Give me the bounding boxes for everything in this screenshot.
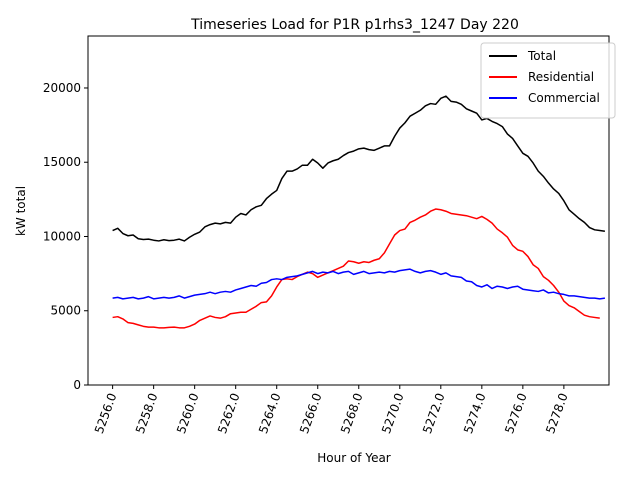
- legend-frame: [480, 42, 616, 119]
- plot-area: [87, 35, 610, 386]
- y-axis-label: kW total: [14, 186, 28, 236]
- series-layer: [112, 95, 606, 329]
- series-line-total: [112, 95, 606, 242]
- y-tick-label: 15000: [43, 155, 81, 169]
- y-tick-label: 20000: [43, 81, 81, 95]
- series-line-residential: [112, 208, 600, 329]
- legend-label-commercial: Commercial: [528, 91, 600, 105]
- legend: Total Residential Commercial: [480, 42, 616, 119]
- x-axis-label: Hour of Year: [317, 451, 391, 465]
- y-tick-label: 10000: [43, 229, 81, 243]
- legend-label-total: Total: [527, 49, 556, 63]
- axes-frame: [87, 35, 610, 386]
- y-tick-label: 0: [73, 378, 81, 392]
- legend-items: Total Residential Commercial: [489, 49, 600, 105]
- legend-label-residential: Residential: [528, 70, 594, 84]
- y-axis-ticks: 0 5000 10000 15000 20000: [43, 81, 88, 392]
- chart-title: Timeseries Load for P1R p1rhs3_1247 Day …: [190, 17, 519, 33]
- series-line-commercial: [112, 268, 606, 300]
- y-tick-label: 5000: [50, 304, 81, 318]
